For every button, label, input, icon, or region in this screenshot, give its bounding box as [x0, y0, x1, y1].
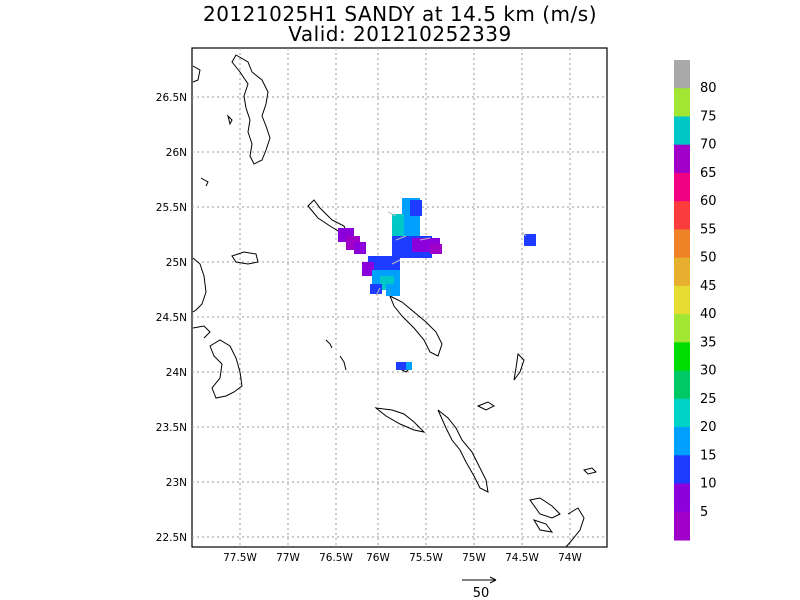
- reference-vector: 50: [462, 576, 497, 600]
- colorbar-segment: [674, 370, 690, 400]
- lat-label: 23.5N: [156, 422, 187, 434]
- colorbar-segment: [674, 511, 690, 541]
- lon-label: 76W: [366, 552, 390, 564]
- colorbar-label: 70: [700, 138, 717, 153]
- lon-label: 76.5W: [319, 552, 353, 564]
- colorbar-segment: [674, 116, 690, 146]
- wind-vectors: [375, 211, 527, 297]
- wind-speed-field: [338, 198, 536, 370]
- colorbar-segment: [674, 314, 690, 343]
- lat-label: 26.5N: [156, 92, 187, 104]
- colorbar-segment: [674, 172, 690, 202]
- colorbar-segment: [674, 427, 690, 456]
- colorbar-label: 30: [700, 364, 717, 379]
- lon-label: 75W: [462, 552, 486, 564]
- colorbar-label: 55: [700, 222, 717, 237]
- colorbar-segment: [674, 455, 690, 485]
- colorbar-label: 35: [700, 335, 717, 350]
- colorbar-segment: [674, 285, 690, 315]
- colorbar-label: 10: [700, 477, 717, 492]
- lon-label: 77W: [276, 552, 300, 564]
- colorbar-segment: [674, 201, 690, 230]
- colorbar-label: 65: [700, 166, 717, 181]
- colorbar-segment: [674, 88, 690, 117]
- colorbar-label: 50: [700, 251, 717, 266]
- colorbar-label: 40: [700, 307, 717, 322]
- lat-label: 25N: [166, 257, 187, 269]
- plot-title-line1: 20121025H1 SANDY at 14.5 km (m/s): [202, 2, 598, 26]
- colorbar-label: 75: [700, 109, 717, 124]
- colorbar-label: 5: [700, 505, 708, 520]
- lat-label: 24N: [166, 367, 187, 379]
- plot-frame: [191, 47, 608, 548]
- colorbar-segment: [674, 144, 690, 174]
- lat-label: 25.5N: [156, 202, 187, 214]
- colorbar-label: 45: [700, 279, 717, 294]
- lon-label: 74.5W: [505, 552, 539, 564]
- lat-label: 24.5N: [156, 312, 187, 324]
- colorbar-segment: [674, 398, 690, 428]
- lon-label: 75.5W: [409, 552, 443, 564]
- plot-title-line2: Valid: 201210252339: [288, 22, 512, 46]
- reference-vector-label: 50: [473, 586, 490, 600]
- colorbar-segment: [674, 257, 690, 287]
- colorbar-label: 20: [700, 420, 717, 435]
- lon-label: 77.5W: [223, 552, 257, 564]
- colorbar-segment: [674, 342, 690, 372]
- lon-label: 74W: [558, 552, 582, 564]
- colorbar-segment: [674, 60, 690, 89]
- lat-label: 23N: [166, 477, 187, 489]
- lat-label: 26N: [166, 147, 187, 159]
- colorbar-label: 80: [700, 81, 717, 96]
- longitude-labels: 77.5W 77W 76.5W 76W 75.5W 75W 74.5W 74W: [223, 552, 582, 564]
- lat-label: 22.5N: [156, 532, 187, 544]
- colorbar-label: 25: [700, 392, 717, 407]
- coastlines: [192, 54, 597, 548]
- colorbar: 80 75 70 65 60 55 50 45 40 35 30 25 20 15 10 5: [674, 60, 717, 541]
- latitude-labels: 26.5N 26N 25.5N 25N 24.5N 24N 23.5N 23N …: [156, 92, 187, 544]
- gridlines: [192, 48, 607, 547]
- colorbar-segment: [674, 229, 690, 259]
- colorbar-label: 15: [700, 448, 717, 463]
- colorbar-label: 60: [700, 194, 717, 209]
- colorbar-segment: [674, 483, 690, 513]
